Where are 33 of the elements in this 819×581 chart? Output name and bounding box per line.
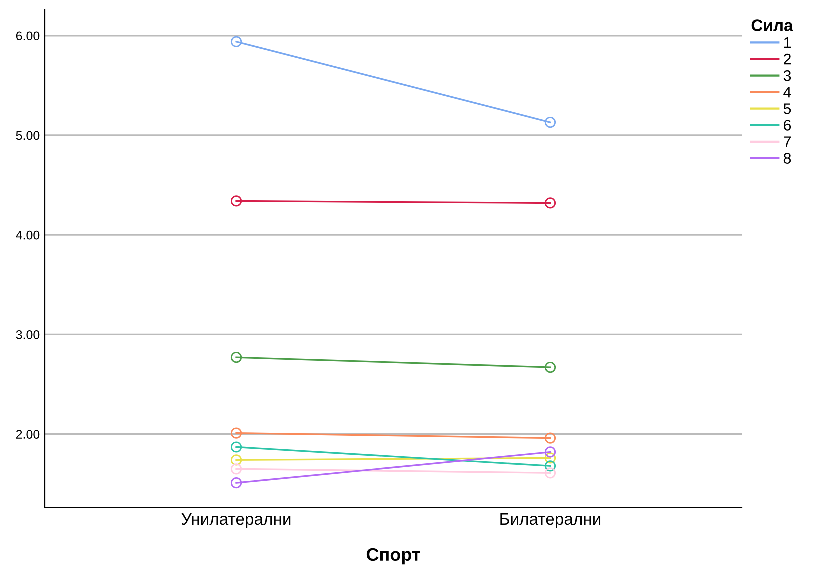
legend-label: 5 bbox=[784, 104, 792, 114]
point bbox=[230, 196, 242, 207]
point bbox=[230, 36, 242, 48]
y-tick-label: 6.00 bbox=[16, 32, 40, 41]
legend-label: 3 bbox=[784, 70, 792, 82]
point bbox=[230, 478, 242, 489]
point bbox=[544, 468, 556, 479]
y-tick-label: 5.00 bbox=[16, 131, 40, 140]
legend-label: 4 bbox=[784, 87, 792, 98]
y-tick-label: 4.00 bbox=[16, 230, 40, 240]
point bbox=[544, 452, 556, 464]
point bbox=[544, 460, 556, 472]
legend-label: 7 bbox=[784, 136, 791, 148]
y-tick-label: 3.00 bbox=[16, 330, 40, 340]
point bbox=[230, 464, 242, 475]
legend-title: Сила bbox=[752, 20, 794, 32]
y-tick-label: 2.00 bbox=[16, 430, 40, 439]
x-tick-label: Билатерални bbox=[500, 513, 601, 528]
legend-label: 8 bbox=[784, 153, 792, 164]
point bbox=[544, 116, 556, 128]
point bbox=[230, 352, 242, 364]
legend-label: 2 bbox=[784, 54, 791, 65]
x-axis-title: Спорт bbox=[366, 548, 420, 565]
legend-label: 1 bbox=[784, 38, 791, 48]
point bbox=[544, 446, 556, 458]
x-tick-label: Унилатерални bbox=[182, 513, 291, 528]
legend-label: 6 bbox=[784, 120, 792, 131]
point bbox=[230, 428, 242, 439]
point bbox=[230, 442, 242, 453]
point bbox=[544, 198, 556, 209]
point bbox=[544, 432, 556, 444]
point bbox=[544, 362, 556, 374]
point bbox=[230, 454, 242, 466]
